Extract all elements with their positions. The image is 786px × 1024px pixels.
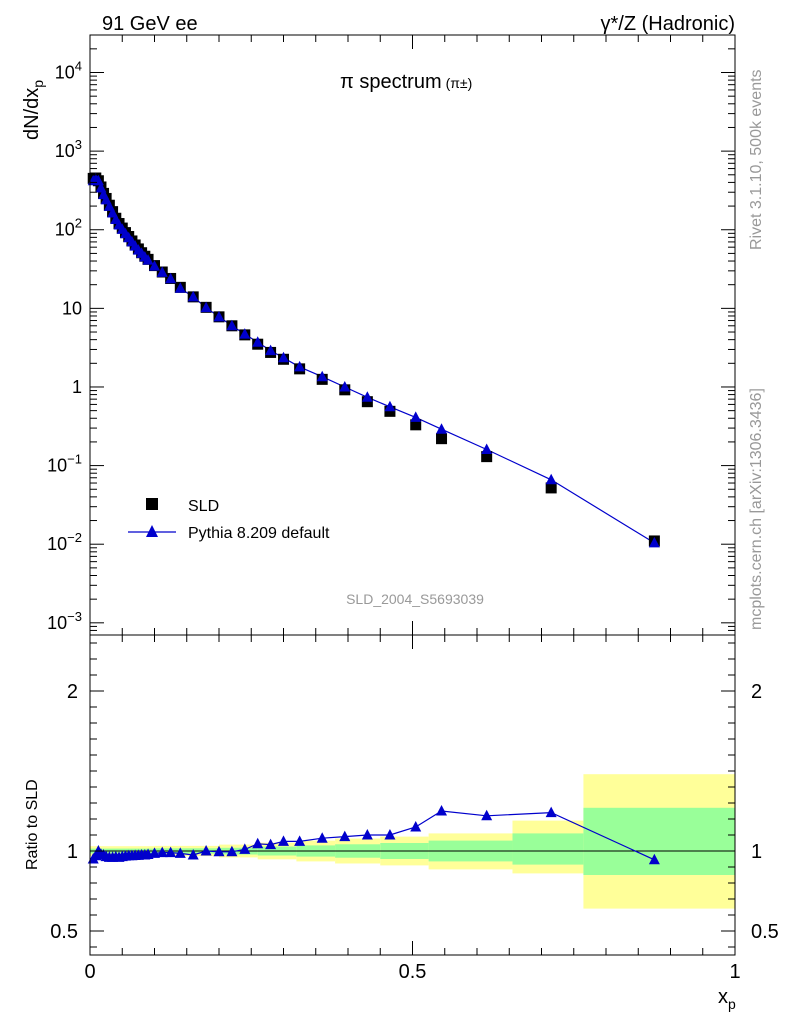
main-plot-frame [89,34,736,636]
ratio-data-point [252,837,264,849]
y-tick-label: 103 [55,137,82,161]
ratio-y-tick-label: 1 [67,841,78,863]
ratio-data-point [339,830,351,842]
pythia-data-point [339,380,351,392]
ratio-y-tick-label-right: 2 [751,681,762,703]
pythia-data-point [384,400,396,412]
pythia-data-point [410,411,422,422]
pythia-data-point [239,328,251,339]
header-left: 91 GeV ee [102,13,198,35]
ratio-data-point [265,838,277,850]
sld-data-point [481,451,493,463]
ratio-data-point [174,847,186,858]
x-tick-label: 0.5 [399,961,427,983]
legend-label-sld: SLD [188,498,219,515]
ratio-data-point [648,853,660,865]
ratio-data-point [316,832,328,843]
analysis-watermark: SLD_2004_S5693039 [346,591,484,607]
uncertainty-band-inner [512,833,584,865]
ratio-data-point [361,829,373,840]
ratio-plot-panel: 0.5 0.5 1 1 2 2 0 0.5 1 Ratio to SLD xp [24,634,779,1012]
ratio-data-point [200,845,212,856]
pythia-data-point [436,423,448,434]
y-tick-label: 102 [55,216,82,240]
pythia-data-point [156,266,168,277]
pythia-data-point [165,272,177,284]
ratio-data-point [481,809,493,821]
ratio-data-point [384,829,396,840]
ratio-data-point [156,846,168,858]
pythia-data-point [361,391,373,402]
ratio-y-axis-label: Ratio to SLD [24,779,41,870]
side-label-bottom: mcplots.cern.ch [arXiv:1306.3436] [748,388,765,630]
pythia-data-point [278,351,289,363]
pythia-data-point [648,536,660,548]
y-tick-label: 1 [72,377,82,397]
ratio-y-tick-label-right: 1 [751,841,762,863]
sld-data-point [545,482,557,494]
ratio-data-point [239,843,251,854]
pythia-data-point [142,254,154,265]
ratio-y-tick-label: 2 [67,681,78,703]
legend: SLD Pythia 8.209 default [128,498,330,542]
chart-title: π spectrum (π±) [340,71,472,93]
legend-label-pythia: Pythia 8.209 default [188,525,330,542]
pythia-data-point [187,290,199,302]
ratio-data-point [294,835,306,846]
ratio-data-point [187,849,199,860]
pythia-data-point [174,282,186,293]
y-tick-label: 10−1 [47,452,82,476]
pythia-data-point [149,260,160,271]
pythia-data-point [200,301,212,313]
pythia-data-point [316,370,328,382]
ratio-y-tick-label-right: 0.5 [751,921,779,943]
pythia-data-point [226,319,238,331]
sld-data-point [436,433,448,445]
ratio-data-point [436,805,448,816]
legend-marker-sld [146,498,158,510]
x-axis-label: xp [718,986,736,1012]
sld-data-point [384,405,396,417]
x-tick-label: 1 [729,961,740,983]
side-label-top: Rivet 3.1.10, 500k events [748,69,765,250]
pythia-data-point [294,360,306,372]
header-right: γ*/Z (Hadronic) [601,13,735,35]
ratio-y-tick-label: 0.5 [50,921,78,943]
pythia-data-point [213,310,225,322]
pythia-data-point [265,344,277,356]
ratio-data-point [226,845,238,857]
pythia-line [92,178,655,544]
y-tick-label: 10 [62,298,82,318]
y-axis-label: dN/dxp [21,80,46,140]
y-tick-label: 10−3 [47,609,82,633]
ratio-data-point [278,835,289,846]
pythia-data-point [252,336,264,347]
pythia-data-point [481,443,493,455]
ratio-data-point [545,806,557,818]
y-tick-label: 104 [55,59,82,83]
y-tick-label: 10−2 [47,530,82,554]
legend-marker-pythia [146,525,158,537]
ratio-data-point [149,847,160,858]
uncertainty-band-inner [583,807,735,875]
x-tick-label: 0 [84,961,95,983]
ratio-data-point [165,846,177,858]
ratio-data-point [410,821,422,832]
sld-data-point [410,419,422,431]
ratio-data-point [213,845,225,857]
pythia-data-point [545,473,557,485]
